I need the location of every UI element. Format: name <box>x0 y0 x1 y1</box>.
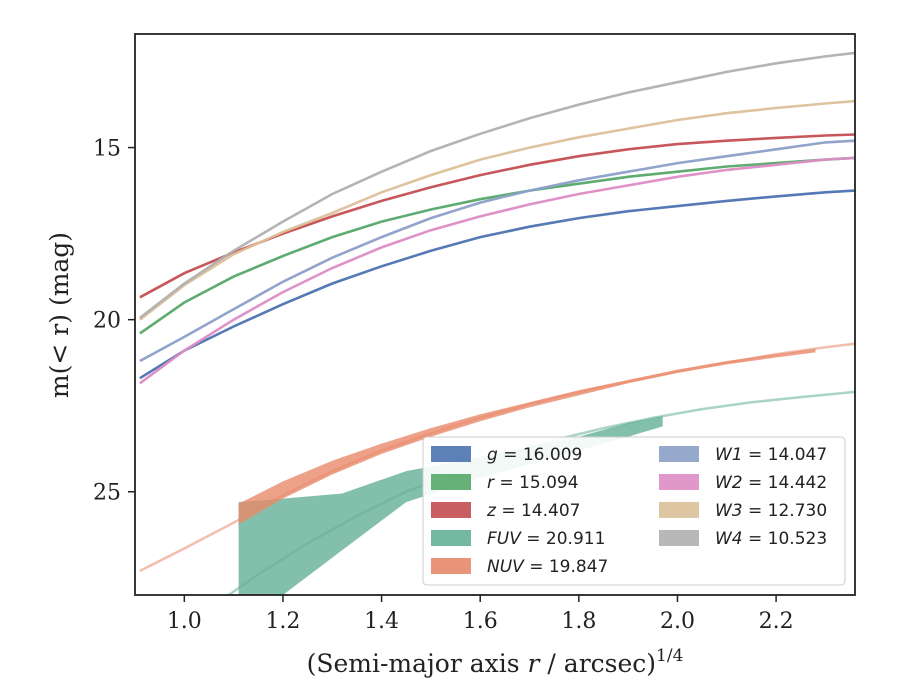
legend-label-nuv: NUV = 19.847 <box>487 557 608 577</box>
series-line-w3 <box>139 99 855 321</box>
legend-label-w1: W1 = 14.047 <box>715 445 827 465</box>
axes-frame <box>134 33 856 596</box>
y-tick-label: 25 <box>93 481 121 506</box>
x-axis: 1.0 1.2 1.4 1.6 1.8 2.0 2.2 <box>167 595 794 634</box>
series-line-r <box>139 156 855 335</box>
x-axis-title: (Semi-major axis r / arcsec)1/4 <box>307 646 684 678</box>
series-line-w4 <box>139 51 855 319</box>
legend-swatch-w3 <box>659 502 699 518</box>
x-tick-label: 2.0 <box>660 609 695 634</box>
plot-area <box>139 51 855 595</box>
legend-swatch-z <box>431 502 471 518</box>
series-line-w1 <box>139 139 855 363</box>
y-tick-label: 20 <box>93 309 121 334</box>
x-tick-label: 2.2 <box>759 609 794 634</box>
legend-label-z: z = 14.407 <box>486 501 580 521</box>
series-line-g <box>139 189 855 380</box>
legend-swatch-w4 <box>659 530 699 546</box>
series-line-w2 <box>139 156 855 385</box>
x-tick-label: 1.0 <box>167 609 202 634</box>
legend-label-w3: W3 = 12.730 <box>715 501 827 521</box>
legend-swatch-w1 <box>659 446 699 462</box>
y-axis-title: m(< r) (mag) <box>45 232 74 398</box>
series-line-z <box>139 133 855 299</box>
x-tick-label: 1.4 <box>364 609 399 634</box>
legend-frame <box>422 436 846 586</box>
legend-swatch-g <box>431 446 471 462</box>
legend-label-w4: W4 = 10.523 <box>715 529 827 549</box>
series-band-fuv <box>238 416 663 595</box>
legend-label-g: g = 16.009 <box>487 445 582 465</box>
legend-label-w2: W2 = 14.442 <box>715 473 827 493</box>
y-tick-label: 15 <box>93 137 121 162</box>
legend: g = 16.009 r = 15.094 z = 14.407 FUV = 20.9… <box>422 436 846 586</box>
legend-label-fuv: FUV = 20.911 <box>487 529 605 549</box>
legend-swatch-nuv <box>431 558 471 574</box>
x-tick-label: 1.8 <box>561 609 596 634</box>
legend-swatch-w2 <box>659 474 699 490</box>
x-tick-label: 1.6 <box>463 609 498 634</box>
legend-swatch-r <box>431 474 471 490</box>
legend-swatch-fuv <box>431 530 471 546</box>
legend-label-r: r = 15.094 <box>487 473 579 493</box>
x-tick-label: 1.2 <box>265 609 300 634</box>
y-axis: 15 20 25 <box>93 137 135 506</box>
